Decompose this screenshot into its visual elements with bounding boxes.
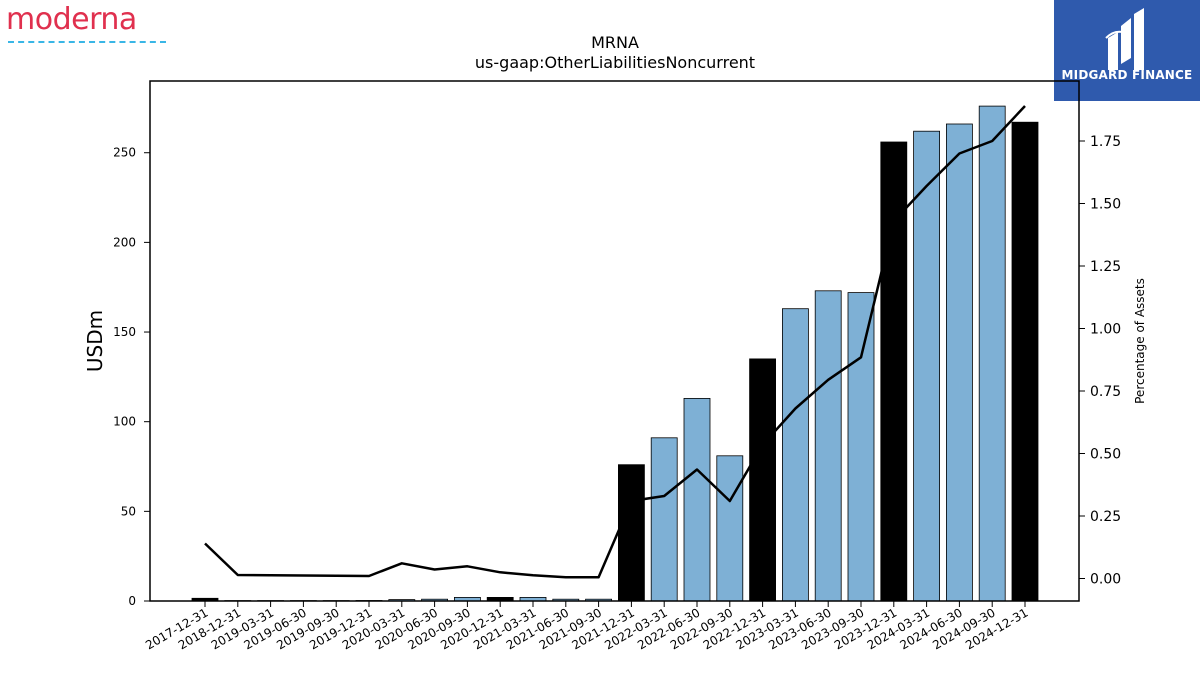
y2-tick-label: 1.75 bbox=[1090, 134, 1121, 150]
company-logo-underline bbox=[8, 41, 166, 43]
bar-2023-09-30 bbox=[847, 292, 875, 602]
y-tick-label: 200 bbox=[113, 235, 136, 249]
bar-2023-12-31 bbox=[880, 141, 908, 602]
y-tick-label: 150 bbox=[113, 325, 136, 339]
bar-2022-12-31 bbox=[749, 358, 776, 602]
chart-subtitle: us-gaap:OtherLiabilitiesNoncurrent bbox=[475, 53, 755, 72]
bar-series bbox=[191, 105, 1039, 602]
y-axis: 0 50 100 150 200 250 bbox=[113, 146, 150, 608]
y2-tick-label: 0.75 bbox=[1090, 384, 1121, 400]
plot-frame bbox=[149, 80, 1080, 602]
percentage-of-assets-line bbox=[204, 105, 1026, 579]
y2-axis: 0.00 0.25 0.50 0.75 1.00 1.25 1.50 1.75 bbox=[1079, 134, 1121, 588]
y-tick-label: 250 bbox=[113, 146, 136, 160]
y2-tick-label: 1.50 bbox=[1090, 197, 1121, 213]
company-wordmark: moderna bbox=[6, 2, 137, 37]
y2-tick-label: 0.25 bbox=[1090, 509, 1121, 525]
y-tick-label: 100 bbox=[113, 415, 136, 429]
company-logo: moderna bbox=[6, 2, 176, 46]
chart-title: MRNA bbox=[591, 33, 639, 52]
bar-2022-03-31 bbox=[650, 437, 678, 602]
bar-2024-03-31 bbox=[913, 130, 940, 602]
partner-logo-mark-icon bbox=[1105, 8, 1144, 70]
x-axis: 2017-12-312018-12-312019-03-312019-06-30… bbox=[143, 601, 1031, 652]
y-tick-label: 0 bbox=[128, 594, 136, 608]
bar-2021-12-31 bbox=[618, 464, 645, 602]
bar-2023-03-31 bbox=[782, 308, 809, 602]
bar-2022-09-30 bbox=[716, 455, 744, 602]
y2-tick-label: 0.00 bbox=[1090, 572, 1121, 588]
bar-2022-06-30 bbox=[683, 397, 711, 602]
y2-tick-label: 0.50 bbox=[1090, 447, 1121, 463]
y-tick-label: 50 bbox=[121, 504, 136, 518]
bar-2024-06-30 bbox=[946, 123, 973, 602]
y2-axis-label: Percentage of Assets bbox=[1133, 278, 1147, 404]
y2-tick-label: 1.00 bbox=[1090, 322, 1121, 338]
y-axis-label: USDm bbox=[83, 310, 107, 372]
bar-2023-06-30 bbox=[814, 290, 842, 602]
bar-2024-09-30 bbox=[978, 105, 1006, 602]
y2-tick-label: 1.25 bbox=[1090, 259, 1121, 275]
line-series bbox=[204, 105, 1026, 579]
bar-2024-12-31 bbox=[1011, 121, 1039, 602]
partner-name: MIDGARD FINANCE bbox=[1061, 68, 1193, 82]
